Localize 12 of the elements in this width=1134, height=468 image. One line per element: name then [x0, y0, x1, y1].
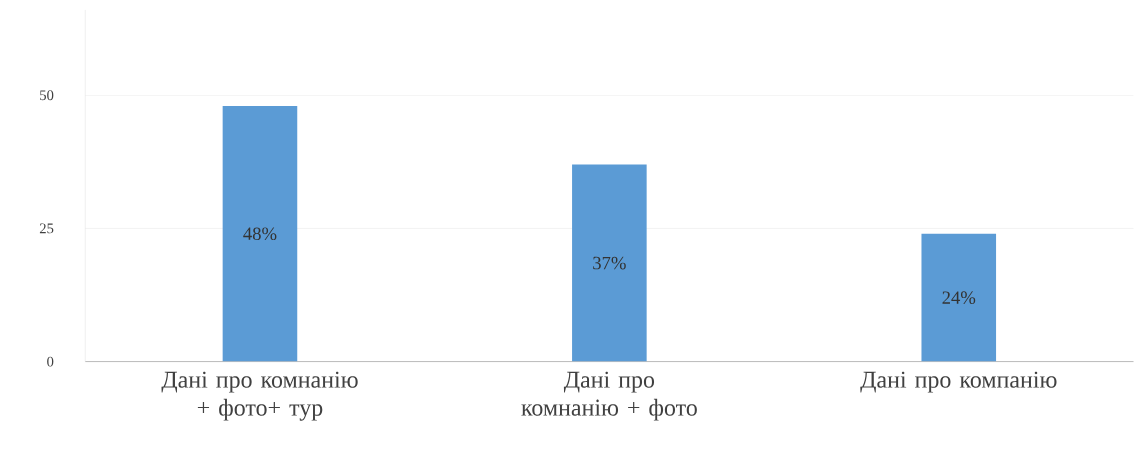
- y-tick-label: 50: [40, 90, 54, 101]
- bar: [572, 164, 647, 362]
- data-label: 24%: [942, 291, 976, 305]
- x-tick-label: Дані про компанію: [860, 371, 1057, 393]
- bar: [921, 234, 997, 362]
- y-tick-label: 25: [39, 223, 54, 234]
- bar: [222, 106, 298, 362]
- x-tick-label: Дані про комнанію + фото+ тур: [161, 371, 358, 421]
- x-tick-label: Дані про комнанію + фото: [521, 371, 697, 421]
- y-tick-label: 0: [47, 356, 54, 367]
- data-label: 37%: [593, 256, 626, 270]
- data-label: 48%: [243, 227, 277, 241]
